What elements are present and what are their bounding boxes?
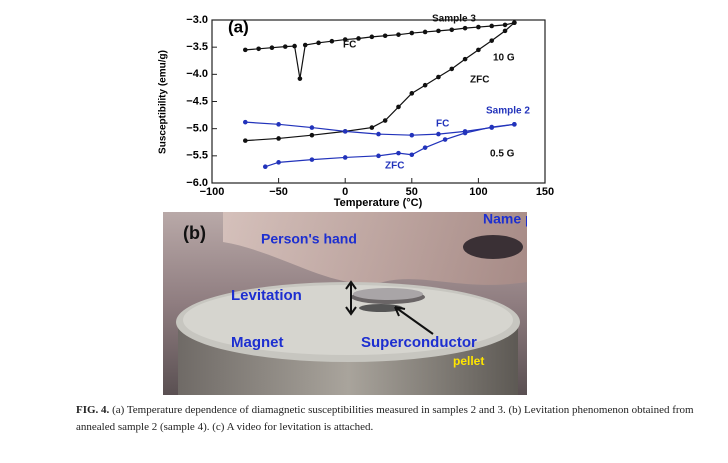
data-point xyxy=(302,42,308,48)
photo-label: Levitation xyxy=(231,287,302,304)
data-point xyxy=(489,38,495,43)
y-tick-label: −5.5 xyxy=(186,150,208,162)
series-line xyxy=(265,123,515,168)
data-point xyxy=(489,23,495,29)
data-point xyxy=(476,24,481,30)
data-point xyxy=(409,91,415,96)
data-point xyxy=(292,43,297,49)
data-point xyxy=(276,136,281,141)
data-point xyxy=(462,25,468,31)
photo-label: Superconductor xyxy=(361,334,477,351)
caption: FIG. 4. (a) Temperature dependence of di… xyxy=(76,402,696,436)
data-point xyxy=(502,22,508,28)
data-point xyxy=(512,20,517,26)
annotation: 0.5 G xyxy=(490,149,515,160)
x-tick-label: 100 xyxy=(469,186,487,198)
panel-label: (b) xyxy=(183,223,206,243)
data-point xyxy=(262,164,268,169)
series-label: ZFC xyxy=(470,75,489,86)
series-label: ZFC xyxy=(385,161,404,172)
data-point xyxy=(462,130,468,136)
data-point xyxy=(316,40,321,46)
data-point xyxy=(243,119,248,125)
y-tick-label: −4.0 xyxy=(186,68,208,80)
data-point xyxy=(396,150,401,156)
data-point xyxy=(269,45,275,51)
y-tick-label: −4.5 xyxy=(186,95,208,107)
photo-label: pellet xyxy=(453,354,484,368)
data-point xyxy=(243,138,248,143)
x-tick-label: 50 xyxy=(406,186,418,198)
data-point xyxy=(282,44,288,49)
series-label: FC xyxy=(343,40,356,51)
data-point xyxy=(342,155,348,160)
series-line xyxy=(245,22,515,142)
y-tick-label: −5.0 xyxy=(186,123,208,135)
x-tick-label: 150 xyxy=(536,186,554,198)
data-point xyxy=(356,36,361,41)
y-tick-label: −6.0 xyxy=(186,177,208,189)
annotation: 10 G xyxy=(493,53,515,64)
data-point xyxy=(342,129,348,134)
data-point xyxy=(376,131,381,137)
data-point xyxy=(376,153,381,159)
y-tick-label: −3.5 xyxy=(186,41,208,53)
caption-text: (a) Temperature dependence of diamagneti… xyxy=(76,404,694,433)
y-axis-label: Susceptibility (emu/g) xyxy=(158,50,169,154)
data-point xyxy=(512,122,517,127)
data-point xyxy=(489,124,495,130)
x-tick-label: −100 xyxy=(200,186,225,198)
data-point xyxy=(276,160,281,165)
data-point xyxy=(409,30,415,36)
data-point xyxy=(436,74,441,80)
annotation: Sample 2 xyxy=(486,106,530,117)
data-point xyxy=(396,104,401,110)
panel-label: (a) xyxy=(228,17,249,36)
caption-label: FIG. 4. xyxy=(76,404,110,416)
data-point xyxy=(422,145,428,150)
data-point xyxy=(309,125,315,130)
x-tick-label: 0 xyxy=(342,186,348,198)
photo: (b) Person's hand Name pen Levitation Magnet… xyxy=(163,212,527,395)
data-point xyxy=(462,56,468,62)
data-point xyxy=(256,46,261,52)
data-point xyxy=(502,28,508,34)
photo-label: Person's hand xyxy=(261,231,357,247)
y-tick-label: −3.0 xyxy=(186,14,208,26)
x-axis-label: Temperature (°C) xyxy=(334,197,423,209)
series-label: FC xyxy=(436,119,449,130)
data-point xyxy=(422,82,428,88)
photo-label: Magnet xyxy=(231,334,284,351)
data-point xyxy=(449,66,455,72)
data-point xyxy=(369,125,375,130)
data-point xyxy=(476,47,481,53)
data-point xyxy=(409,152,415,158)
data-point xyxy=(382,118,388,123)
data-point xyxy=(449,27,455,33)
series-line xyxy=(245,22,515,79)
photo-label: Name pen xyxy=(483,212,527,227)
data-point xyxy=(442,137,448,142)
data-point xyxy=(309,157,315,162)
data-point xyxy=(297,76,303,81)
chart: (a) Temperature (°C) Susceptibility (emu… xyxy=(158,14,555,209)
data-point xyxy=(276,122,281,127)
data-point xyxy=(396,32,401,37)
data-point xyxy=(436,28,441,34)
data-point xyxy=(436,131,441,137)
data-point xyxy=(243,47,248,53)
data-point xyxy=(309,132,315,138)
data-point xyxy=(369,34,375,40)
annotation: Sample 3 xyxy=(432,14,476,25)
x-tick-label: −50 xyxy=(269,186,288,198)
data-point xyxy=(409,132,415,138)
data-point xyxy=(329,38,335,44)
data-point xyxy=(382,33,388,39)
data-point xyxy=(342,37,348,42)
data-point xyxy=(422,29,428,35)
